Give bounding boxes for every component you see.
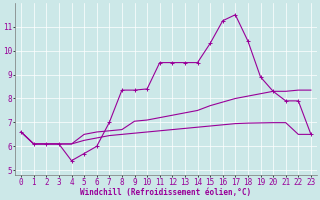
X-axis label: Windchill (Refroidissement éolien,°C): Windchill (Refroidissement éolien,°C) [80, 188, 252, 197]
